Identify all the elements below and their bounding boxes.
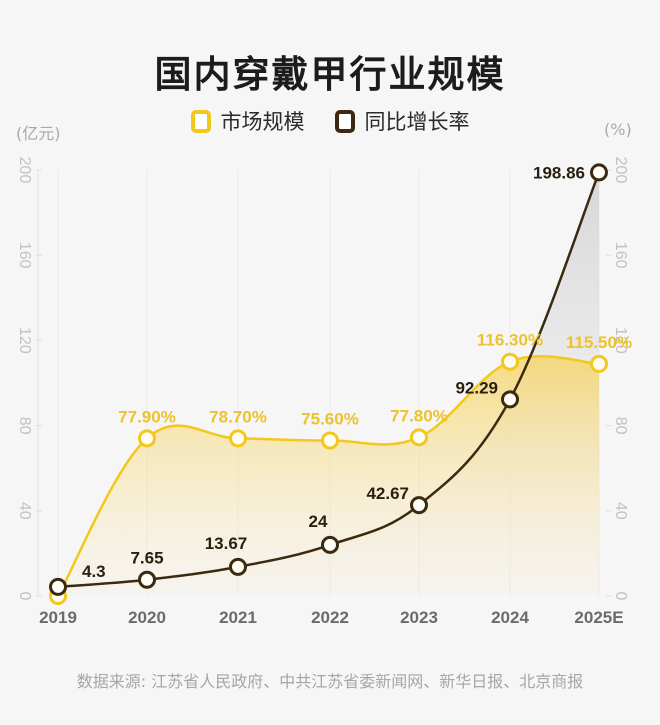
svg-text:2022: 2022 [311, 608, 349, 627]
svg-text:2020: 2020 [128, 608, 166, 627]
data-source: 数据来源: 江苏省人民政府、中共江苏省委新闻网、新华日报、北京商报 [76, 672, 584, 691]
legend-swatch-icon [334, 109, 355, 133]
svg-text:120: 120 [612, 327, 629, 354]
svg-text:77.80%: 77.80% [390, 406, 448, 425]
legend-label: 同比增长率 [364, 110, 470, 134]
svg-text:13.67: 13.67 [205, 534, 248, 553]
line-chart: 0 0 40 40 80 80 120 120 160 160 200 200 77.90% 78.70%… [16, 157, 632, 627]
svg-text:2019: 2019 [39, 608, 77, 627]
svg-text:77.90%: 77.90% [118, 407, 176, 426]
legend-label: 市场规模 [220, 110, 305, 134]
svg-text:160: 160 [612, 242, 629, 269]
svg-text:2023: 2023 [400, 608, 438, 627]
svg-text:42.67: 42.67 [366, 484, 409, 503]
svg-text:7.65: 7.65 [130, 549, 163, 568]
svg-text:200: 200 [612, 157, 629, 184]
svg-text:115.50%: 115.50% [566, 333, 632, 352]
legend-item-market-size: 市场规模 [190, 106, 305, 136]
svg-text:160: 160 [16, 242, 33, 269]
chart-title: 国内穿戴甲行业规模 [154, 53, 506, 96]
svg-text:2024: 2024 [491, 608, 529, 627]
left-axis-unit: (亿元) [16, 124, 61, 143]
svg-text:2021: 2021 [219, 608, 257, 627]
svg-text:0: 0 [612, 592, 629, 601]
svg-text:75.60%: 75.60% [301, 410, 359, 429]
svg-text:24: 24 [309, 512, 328, 531]
svg-text:116.30%: 116.30% [477, 331, 543, 350]
svg-text:4.3: 4.3 [82, 562, 106, 581]
right-axis-unit: (%) [604, 120, 632, 139]
legend-item-growth-rate: 同比增长率 [334, 106, 470, 136]
svg-text:2025E: 2025E [574, 608, 623, 627]
svg-text:92.29: 92.29 [455, 378, 498, 397]
svg-text:40: 40 [16, 502, 33, 520]
svg-text:200: 200 [16, 157, 33, 184]
svg-text:198.86: 198.86 [533, 163, 585, 182]
legend-swatch-icon [190, 109, 211, 133]
svg-text:120: 120 [16, 327, 33, 354]
svg-text:40: 40 [612, 502, 629, 520]
svg-text:0: 0 [16, 592, 33, 601]
svg-text:78.70%: 78.70% [209, 407, 267, 426]
legend: 市场规模 同比增长率 [0, 106, 660, 136]
svg-text:80: 80 [16, 417, 33, 435]
svg-text:80: 80 [612, 417, 629, 435]
